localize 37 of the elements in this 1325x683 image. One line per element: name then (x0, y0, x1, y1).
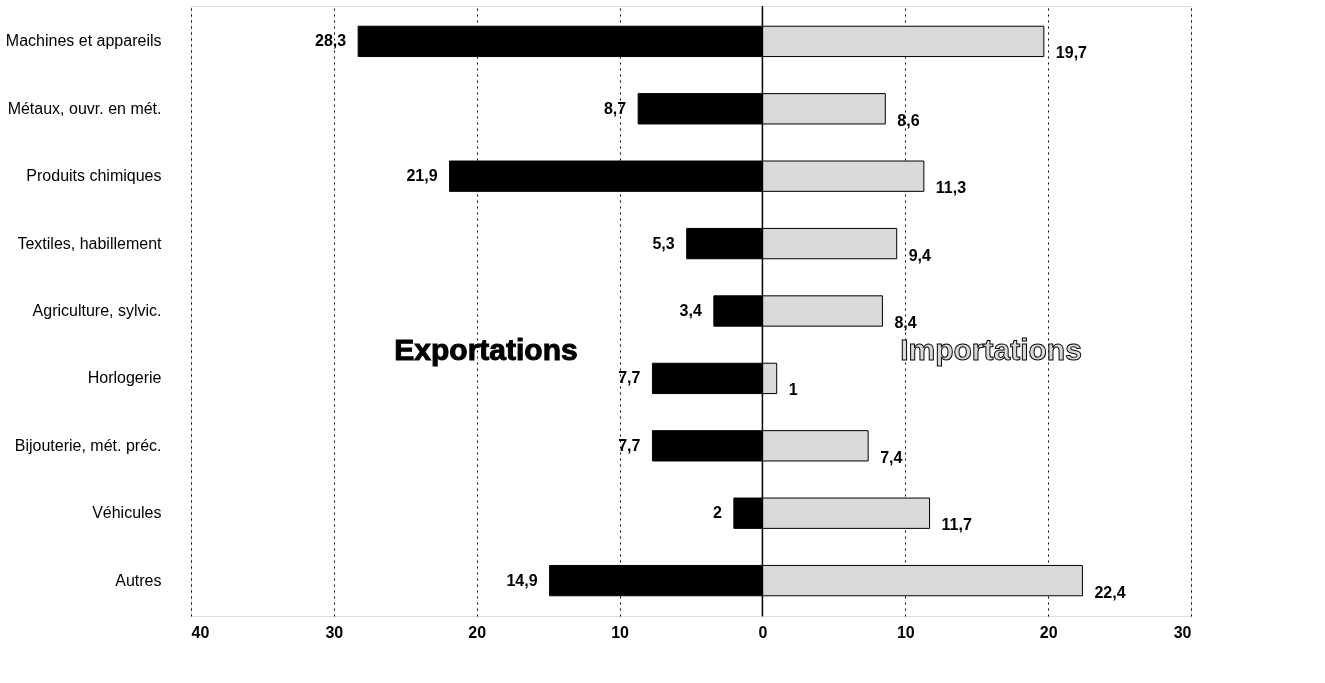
text: 11,7 (941, 516, 972, 534)
text: 9,4 (908, 246, 931, 264)
text: 5,3 (652, 234, 675, 252)
x-tick-label: 10 (611, 623, 630, 641)
y-tick-label: Bijouterie, mét. préc. (14, 436, 162, 454)
text: 28,3 (315, 32, 347, 50)
y-tick-label: Métaux, ouvr. en mét. (7, 99, 162, 117)
text: 21,9 (406, 167, 438, 185)
series-label: Importations (900, 332, 1082, 366)
y-tick-label: Agriculture, sylvic. (32, 302, 162, 319)
text: 7,7 (618, 369, 641, 387)
x-tick-label: 10 (896, 623, 915, 641)
text: 2 (712, 504, 722, 522)
text: 3,4 (679, 302, 702, 319)
x-tick-label: 20 (468, 623, 487, 641)
text: 22,4 (1094, 583, 1126, 601)
y-tick-label: Véhicules (92, 504, 162, 522)
y-tick-label: Autres (115, 571, 162, 589)
x-tick-label: 30 (1173, 623, 1192, 641)
text: 8,7 (603, 99, 627, 117)
text: 7,4 (880, 448, 903, 466)
text: 8,6 (897, 111, 920, 129)
x-tick-label: 0 (758, 623, 768, 641)
text: 11,3 (935, 179, 967, 197)
y-tick-label: Textiles, habillement (17, 234, 163, 252)
y-tick-label: Produits chimiques (26, 167, 162, 185)
text: 19,7 (1055, 44, 1087, 62)
y-tick-label: Machines et appareils (5, 32, 162, 50)
x-tick-label: 30 (325, 623, 344, 641)
x-tick-label: 40 (191, 623, 210, 641)
text: 1 (788, 381, 798, 399)
text: 7,7 (618, 436, 641, 454)
y-tick-label: Horlogerie (87, 369, 162, 387)
text: Exportations (394, 332, 578, 366)
text: 8,4 (894, 314, 917, 331)
x-tick-label: 20 (1039, 623, 1058, 641)
text: 14,9 (506, 571, 538, 589)
